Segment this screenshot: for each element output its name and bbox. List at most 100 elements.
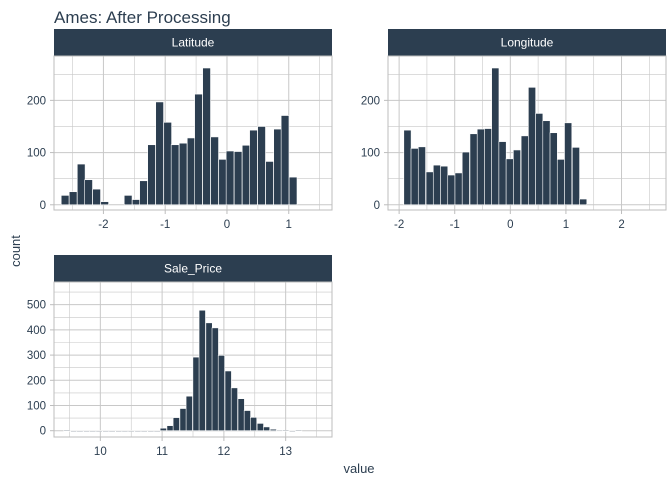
x-tick-label: 10 (94, 446, 107, 458)
histogram-bar (542, 120, 551, 206)
histogram-bar (269, 428, 277, 431)
histogram-bar (230, 387, 238, 431)
histogram-bar (102, 430, 110, 432)
histogram-bar (89, 430, 97, 432)
panel-border (53, 281, 333, 438)
histogram-bar (410, 148, 419, 206)
histogram-bar (108, 430, 116, 432)
histogram-bar (491, 67, 500, 206)
histogram-bar (205, 322, 213, 431)
histogram-bar (92, 188, 101, 206)
histogram-bar (520, 135, 529, 206)
histogram-bar (123, 195, 133, 206)
histogram-bar (115, 430, 123, 432)
histogram-bar (153, 430, 161, 432)
histogram-bar (556, 159, 565, 206)
histogram-bar (498, 141, 507, 206)
histogram-bar (265, 161, 274, 206)
histogram-bar (211, 327, 219, 431)
histogram-bar (68, 191, 78, 206)
x-axis-title: value (343, 461, 374, 476)
x-tick-label: 0 (507, 219, 513, 231)
x-tick-label: -2 (394, 219, 404, 231)
histogram-bar (484, 128, 493, 206)
histogram-bar (469, 133, 478, 206)
y-tick-label: 200 (27, 375, 46, 387)
histogram-bar (250, 417, 258, 431)
histogram-bar (549, 132, 558, 206)
histogram-bar (257, 126, 266, 206)
histogram-bar (155, 101, 164, 206)
histogram-bar (185, 395, 193, 431)
histogram-bar (282, 430, 290, 432)
histogram-bar (179, 408, 187, 431)
histogram-bar (425, 171, 434, 206)
x-tick-label: 11 (156, 446, 168, 458)
histogram-bar (528, 87, 536, 206)
x-tick-label: 12 (217, 446, 230, 458)
x-tick-label: -1 (450, 219, 460, 231)
histogram-bar (275, 429, 284, 432)
histogram-bar (273, 128, 282, 206)
histogram-bar (127, 430, 135, 432)
histogram-bar (100, 201, 109, 206)
histogram-bar (178, 142, 188, 206)
y-tick-label: 100 (361, 148, 380, 160)
histogram-bar (256, 423, 264, 431)
y-tick-label: 200 (361, 95, 380, 107)
histogram-bar (233, 151, 243, 206)
histogram-bar (210, 136, 219, 206)
x-tick-label: 2 (618, 219, 624, 231)
panel-border (53, 55, 333, 211)
histogram-bar (163, 121, 172, 206)
histogram-bar (217, 355, 225, 431)
x-tick-label: 13 (279, 446, 292, 458)
panel-longitude: Longitude -2 -1 0 1 2 0 100 200 (361, 29, 667, 231)
histogram-bar (83, 430, 91, 432)
histogram-bar (243, 410, 251, 431)
histogram-bar (198, 309, 206, 431)
histogram-bar (134, 430, 142, 432)
histogram-bar (535, 113, 544, 206)
histogram-bar (288, 176, 298, 206)
histogram-bar (263, 426, 271, 431)
y-tick-label: 300 (27, 350, 46, 362)
histogram-bar (63, 430, 71, 432)
histogram-bar (461, 151, 470, 206)
histogram-bar (70, 430, 78, 432)
y-tick-label: 0 (40, 200, 46, 212)
x-tick-label: -2 (98, 219, 108, 231)
histogram-bar (579, 198, 588, 206)
histogram-bar (159, 427, 167, 431)
histogram-bar (192, 356, 200, 431)
y-tick-label: 100 (27, 148, 46, 160)
histogram-bar (95, 430, 103, 432)
histogram-bar (288, 430, 296, 432)
histogram-bar (224, 370, 232, 431)
x-tick-label: 0 (224, 219, 230, 231)
histogram-bar (476, 128, 485, 206)
histogram-bar (121, 430, 129, 432)
histogram-bar (172, 417, 180, 431)
y-axis-title: count (8, 235, 23, 267)
histogram-bar (440, 165, 449, 206)
histogram-bar (186, 137, 196, 206)
histogram-bar (170, 144, 180, 206)
y-tick-label: 400 (27, 325, 46, 337)
histogram-bar (147, 430, 155, 432)
histogram-bar (140, 430, 148, 432)
histogram-bar (84, 179, 93, 206)
histogram-bar (505, 158, 514, 206)
y-tick-label: 200 (27, 95, 46, 107)
histogram-bar (571, 147, 580, 206)
chart-title: Ames: After Processing (54, 8, 231, 27)
panel-sale-price: Sale_Price 10 11 12 13 0 100 200 300 400 500 (27, 255, 333, 458)
x-tick-label: 1 (563, 219, 569, 231)
facet-strip (54, 29, 332, 56)
histogram-bar (564, 122, 573, 206)
histogram-bar (417, 146, 426, 206)
x-tick-label: -1 (160, 219, 170, 231)
x-tick-label: 1 (286, 219, 292, 231)
